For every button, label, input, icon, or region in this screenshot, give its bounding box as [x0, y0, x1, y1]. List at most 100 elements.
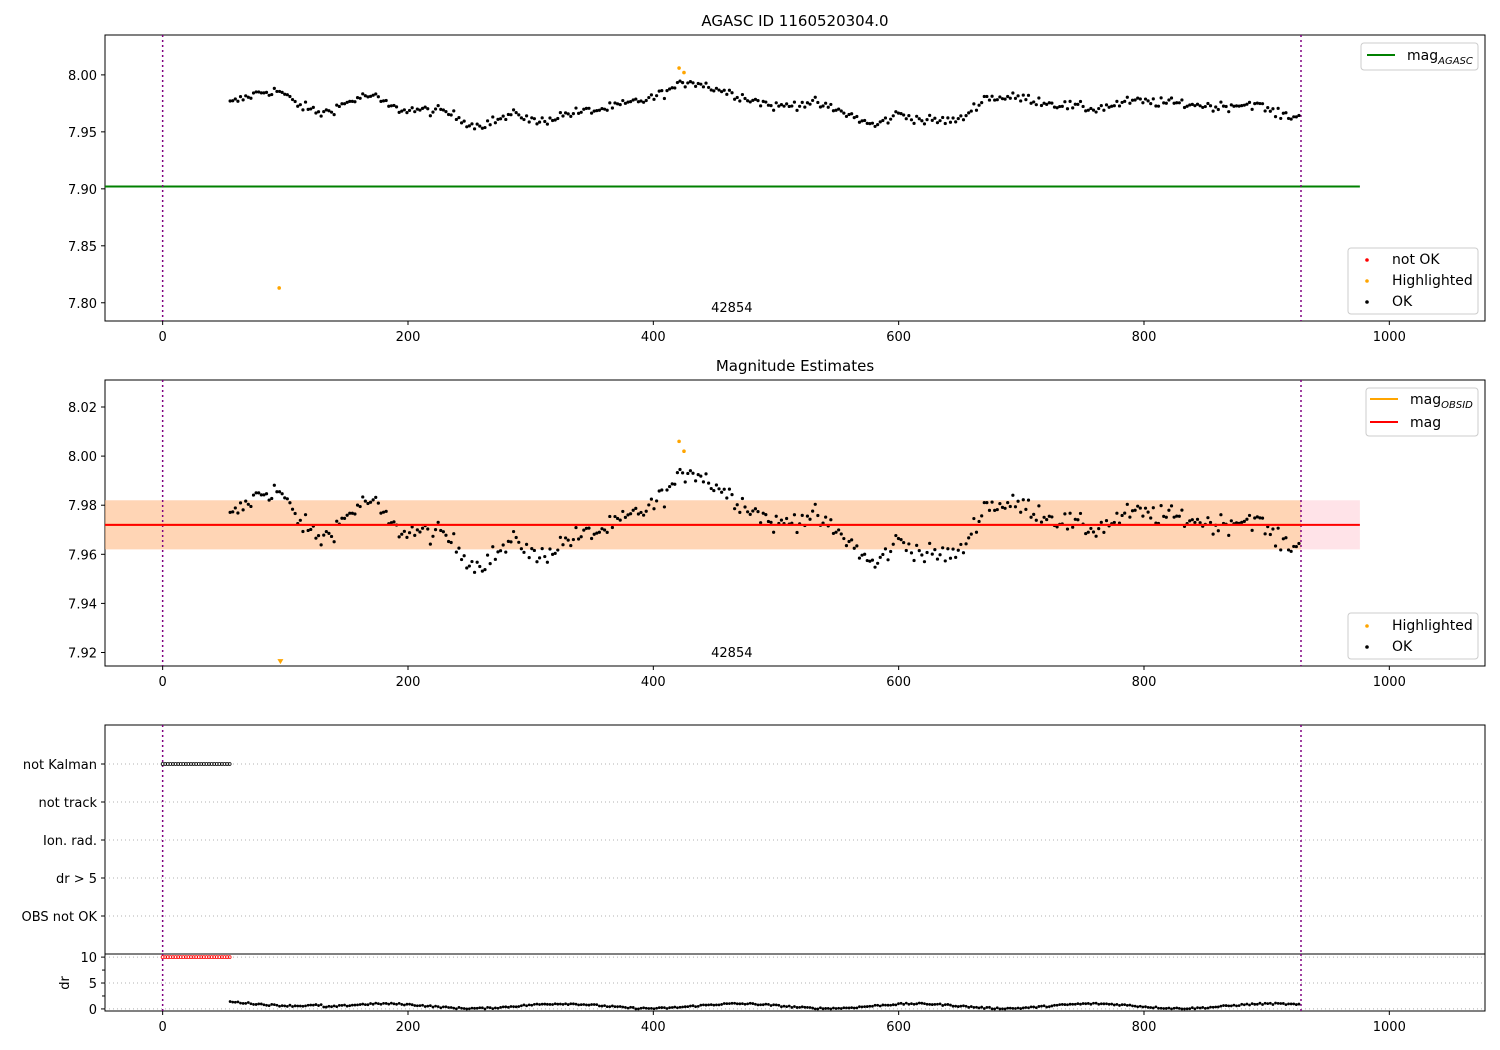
dr-point: [1105, 1002, 1108, 1006]
ok-point: [782, 104, 786, 108]
ok-point: [941, 546, 945, 550]
xtick-label: 0: [159, 1020, 167, 1035]
legend-swatch-dot: [1365, 300, 1369, 304]
ok-point: [285, 93, 289, 97]
ok-point: [270, 496, 274, 501]
ok-point: [405, 110, 409, 115]
ok-point: [1141, 514, 1145, 518]
dr-point: [561, 1003, 565, 1006]
ok-point: [548, 116, 552, 120]
ok-point: [943, 559, 947, 563]
dr-point: [356, 1003, 359, 1007]
dr-point: [982, 1007, 986, 1010]
dr-point: [337, 1003, 341, 1007]
dr-clipped-point: [178, 955, 183, 960]
ok-point: [569, 114, 573, 119]
ok-point: [446, 539, 451, 544]
flag-point: [214, 762, 219, 766]
xtick-label: 400: [641, 675, 666, 690]
dr-point: [1188, 1007, 1192, 1011]
dr-point: [709, 1003, 713, 1007]
ok-point: [759, 521, 763, 525]
ok-point: [249, 504, 253, 509]
ok-point: [327, 531, 331, 535]
ok-point: [1026, 498, 1031, 502]
ok-point: [1164, 515, 1168, 519]
ok-point: [1175, 101, 1179, 105]
ok-point: [1094, 110, 1098, 114]
ok-point: [519, 116, 523, 120]
ok-point: [891, 542, 895, 546]
ok-point: [511, 108, 516, 112]
ok-point: [813, 95, 817, 99]
ok-point: [426, 107, 430, 111]
ok-point: [943, 121, 947, 126]
dr-point: [1040, 1004, 1043, 1008]
ok-point: [571, 112, 575, 116]
dr-point: [868, 1004, 872, 1008]
ok-point: [1149, 516, 1153, 520]
ok-point: [831, 531, 836, 536]
ok-point: [439, 528, 443, 533]
dr-point: [1271, 1003, 1275, 1006]
dr-point: [293, 1004, 297, 1008]
flag-point: [181, 762, 186, 766]
ok-point: [600, 106, 604, 111]
ok-point: [712, 488, 716, 493]
ok-point: [670, 86, 674, 90]
dr-clipped-point: [186, 955, 191, 960]
ok-point: [488, 562, 492, 566]
ok-point: [842, 536, 846, 541]
dr-point: [720, 1003, 724, 1006]
dr-point: [858, 1005, 861, 1009]
dr-point: [597, 1004, 601, 1008]
ok-point: [262, 493, 266, 497]
ok-point: [1229, 103, 1233, 107]
ok-point: [795, 108, 799, 112]
ok-point: [743, 505, 747, 509]
dr-point: [938, 1002, 942, 1006]
ok-point: [485, 553, 490, 557]
ok-point: [886, 121, 890, 125]
ok-point: [257, 491, 261, 495]
ok-point: [246, 502, 250, 506]
ok-point: [267, 498, 271, 502]
dr-point: [800, 1005, 804, 1009]
ok-point: [1099, 520, 1103, 525]
dr-point: [774, 1003, 778, 1007]
dr-point: [532, 1002, 536, 1006]
ok-point: [933, 116, 937, 120]
dr-point: [837, 1006, 841, 1010]
ok-point: [688, 469, 693, 473]
ok-point: [735, 503, 739, 507]
dr-point: [811, 1006, 815, 1010]
dr-point: [1235, 1004, 1238, 1008]
dr-point: [897, 1002, 900, 1006]
dr-point: [1164, 1007, 1168, 1010]
ok-point: [894, 533, 898, 538]
dr-point: [1053, 1003, 1056, 1007]
ok-point: [314, 111, 318, 115]
dr-point: [725, 1002, 729, 1006]
ok-point: [967, 536, 971, 540]
ok-point: [1172, 515, 1176, 519]
dr-point: [291, 1005, 294, 1008]
ok-point: [730, 91, 734, 95]
dr-point: [405, 1002, 409, 1006]
dr-point: [865, 1005, 869, 1008]
ok-point: [1258, 101, 1262, 106]
ok-point: [1086, 530, 1090, 534]
dr-point: [1159, 1006, 1163, 1010]
ytick-label: 7.80: [68, 297, 97, 312]
ok-point: [615, 102, 620, 106]
ok-point: [1263, 532, 1267, 536]
ok-point: [467, 124, 471, 128]
ok-point: [909, 118, 914, 122]
flag-point: [201, 762, 206, 766]
ok-point: [850, 112, 854, 116]
ok-point: [907, 114, 911, 118]
ok-point: [582, 107, 586, 111]
ok-point: [805, 514, 810, 518]
dr-point: [1024, 1006, 1028, 1009]
dr-point: [527, 1003, 531, 1007]
